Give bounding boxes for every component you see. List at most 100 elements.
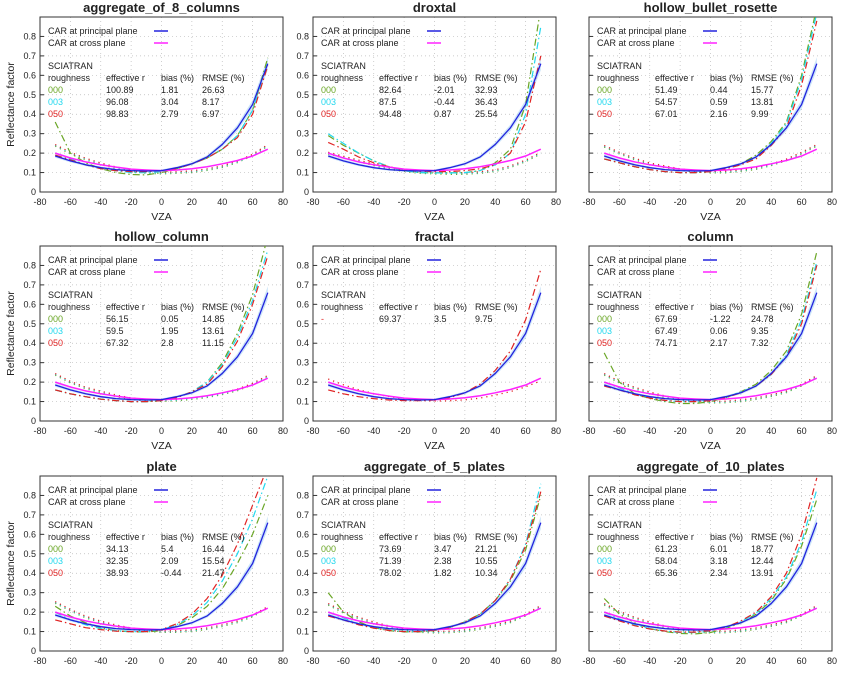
table-header: RMSE (%)	[202, 73, 245, 83]
rmse-value: 16.44	[202, 544, 225, 554]
sciatran-cross-050-line	[603, 373, 818, 403]
effective-r-value: 54.57	[655, 97, 678, 107]
table-header: RMSE (%)	[202, 532, 245, 542]
x-tick-label: -80	[306, 426, 319, 436]
plot-frame	[312, 475, 557, 652]
x-tick-label: -20	[674, 426, 687, 436]
effective-r-value: 67.32	[106, 338, 129, 348]
y-tick-label: 0.1	[23, 397, 36, 407]
legend-principal-label: CAR at principal plane	[48, 255, 138, 265]
sciatran-principal-000-line	[54, 57, 269, 176]
sciatran-cross-050-line	[54, 601, 269, 632]
car-principal-plane-line	[604, 292, 818, 401]
x-tick-label: 20	[460, 426, 470, 436]
panel-title: fractal	[415, 229, 454, 244]
effective-r-value: 94.48	[379, 109, 402, 119]
x-tick-label: 60	[797, 426, 807, 436]
table-header: bias (%)	[434, 532, 467, 542]
bias-value: 1.82	[434, 568, 452, 578]
sciatran-cross-000-line	[54, 602, 269, 633]
sciatran-label: SCIATRAN	[48, 520, 93, 530]
effective-r-value: 32.35	[106, 556, 129, 566]
panel-title: aggregate_of_8_columns	[83, 0, 240, 15]
roughness-value: 000	[48, 85, 63, 95]
y-tick-label: 0.2	[296, 377, 309, 387]
y-tick-label: 0.3	[23, 358, 36, 368]
sciatran-label: SCIATRAN	[48, 61, 93, 71]
x-tick-label: -40	[643, 197, 656, 207]
effective-r-value: 87.5	[379, 97, 397, 107]
plot-frame	[588, 245, 833, 422]
panel-aggregate-of-5-plates: aggregate_of_5_plates -80 -60 -40 -20 0 20 40 60…	[296, 459, 561, 676]
x-tick-label: 60	[797, 197, 807, 207]
rmse-value: 13.91	[751, 568, 774, 578]
sciatran-cross-000-line	[603, 145, 818, 174]
x-tick-label: 40	[490, 656, 500, 666]
effective-r-value: 73.69	[379, 544, 402, 554]
bias-value: 1.95	[161, 326, 179, 336]
roughness-value: 000	[48, 544, 63, 554]
x-axis-label: VZA	[424, 211, 444, 223]
car-principal-plane-line	[328, 292, 542, 401]
car-cross-plane-line	[54, 607, 269, 631]
y-tick-label: 0.8	[23, 490, 36, 500]
roughness-value: 050	[321, 568, 336, 578]
x-tick-label: -20	[674, 197, 687, 207]
sciatran-cross-050-line	[327, 603, 542, 633]
x-axis-label: VZA	[151, 440, 171, 452]
bias-value: -0.44	[161, 568, 182, 578]
y-tick-label: 0.2	[23, 377, 36, 387]
effective-r-value: 67.49	[655, 326, 678, 336]
table-header: effective r	[379, 302, 418, 312]
y-tick-label: 0.3	[296, 588, 309, 598]
sciatran-label: SCIATRAN	[597, 520, 642, 530]
car-principal-plane-line	[604, 63, 818, 172]
y-tick-label: 0.5	[23, 90, 36, 100]
x-tick-label: 60	[797, 656, 807, 666]
effective-r-value: 34.13	[106, 544, 129, 554]
rmse-value: 7.32	[751, 338, 769, 348]
roughness-value: 003	[48, 97, 63, 107]
table-header: bias (%)	[710, 73, 743, 83]
car-cross-plane-line	[603, 377, 818, 401]
panel-column: column -80 -60 -40 -20 0 20 40 60 80 VZA CAR at pri…	[582, 229, 837, 452]
x-tick-label: -20	[125, 197, 138, 207]
legend-cross-label: CAR at cross plane	[597, 38, 675, 48]
x-tick-label: 80	[278, 426, 288, 436]
plot-area	[327, 269, 542, 402]
sciatran-label: SCIATRAN	[321, 61, 366, 71]
plot-area	[327, 17, 542, 175]
x-tick-label: 80	[278, 656, 288, 666]
y-tick-label: 0.4	[296, 568, 309, 578]
plot-frame	[312, 245, 557, 422]
y-tick-label: 0.7	[296, 51, 309, 61]
sciatran-label: SCIATRAN	[321, 290, 366, 300]
x-tick-label: -80	[306, 656, 319, 666]
plot-area	[603, 477, 818, 635]
roughness-value: 000	[48, 314, 63, 324]
x-tick-label: 40	[217, 426, 227, 436]
x-tick-label: 80	[827, 656, 837, 666]
sciatran-principal-050-line	[327, 55, 542, 173]
y-tick-label: 0.4	[23, 568, 36, 578]
y-tick-label: 0.5	[23, 319, 36, 329]
table-header: bias (%)	[434, 73, 467, 83]
effective-r-value: 69.37	[379, 314, 402, 324]
x-tick-label: 40	[490, 426, 500, 436]
rmse-value: 24.78	[751, 314, 774, 324]
x-tick-label: -80	[33, 656, 46, 666]
table-header: bias (%)	[161, 532, 194, 542]
x-tick-label: 20	[736, 426, 746, 436]
x-tick-label: -60	[337, 656, 350, 666]
effective-r-value: 38.93	[106, 568, 129, 578]
sciatran-principal-050-line	[604, 477, 818, 633]
rmse-value: 10.34	[475, 568, 498, 578]
x-axis-label: VZA	[424, 440, 444, 452]
y-tick-label: 0.2	[296, 607, 309, 617]
panel-aggregate-of-8-columns: aggregate_of_8_columns -80 -60 -40 -20 0 20 40 6…	[5, 0, 288, 223]
x-tick-label: -60	[64, 197, 77, 207]
x-tick-label: 20	[736, 197, 746, 207]
table-header: roughness	[597, 532, 640, 542]
roughness-value: 050	[597, 109, 612, 119]
roughness-value: 003	[48, 326, 63, 336]
